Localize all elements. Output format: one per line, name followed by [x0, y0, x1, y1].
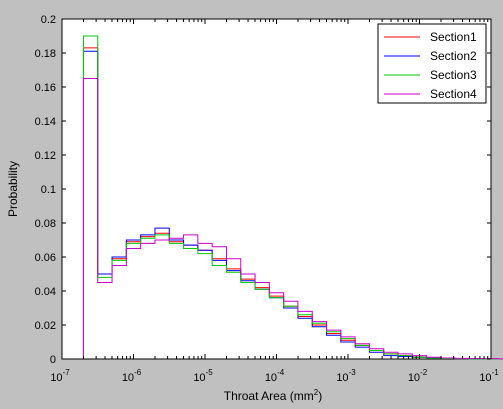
y-tick-label: 0 — [50, 354, 56, 366]
legend-label-3: Section3 — [430, 68, 477, 82]
y-tick-label: 0.02 — [35, 320, 56, 332]
x-axis-label-close: ) — [318, 389, 322, 403]
x-tick-label: 10-5 — [193, 368, 213, 384]
x-axis-label-text: Throat Area (mm — [224, 389, 314, 403]
x-axis-label: Throat Area (mm2) — [224, 388, 322, 403]
x-tick-label: 10-4 — [265, 368, 285, 384]
y-tick-label: 0.12 — [35, 150, 56, 162]
y-tick-label: 0.04 — [35, 286, 56, 298]
y-tick-label: 0.08 — [35, 218, 56, 230]
y-axis-label: Probability — [6, 161, 20, 217]
y-tick-label: 0.1 — [41, 184, 56, 196]
y-tick-label: 0.06 — [35, 252, 56, 264]
y-tick-label: 0.2 — [41, 14, 56, 26]
x-tick-label: 10-3 — [336, 368, 356, 384]
legend-label-4: Section4 — [430, 87, 477, 101]
tick-layer: 0 0.02 0.04 0.06 0.08 0.1 0.12 0.14 0.16 0.18 0.2 1… — [35, 14, 500, 384]
y-tick-label: 0.14 — [35, 116, 56, 128]
x-tick-label: 10-2 — [408, 368, 428, 384]
series-line-4 — [82, 78, 503, 360]
x-axis-label-sup: 2 — [314, 388, 319, 397]
legend-box — [377, 23, 487, 104]
legend-label-1: Section1 — [430, 30, 477, 44]
y-tick-label: 0.18 — [35, 48, 56, 60]
legend: Section1 Section2 Section3 Section4 — [377, 23, 487, 104]
x-tick-label: 10-1 — [479, 368, 499, 384]
x-tick-label: 10-6 — [122, 368, 142, 384]
legend-label-2: Section2 — [430, 49, 477, 63]
x-tick-label: 10-7 — [50, 368, 70, 384]
y-tick-label: 0.16 — [35, 82, 56, 94]
